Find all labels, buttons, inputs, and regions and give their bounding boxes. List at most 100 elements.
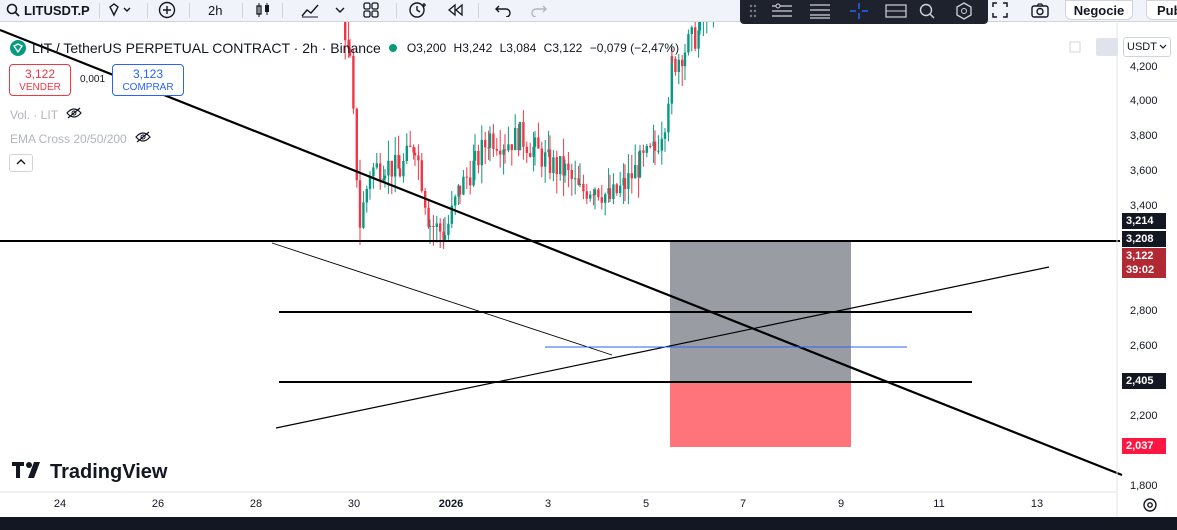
price-tick: 1,800 [1130,480,1158,492]
redo-icon[interactable] [530,0,548,20]
price-tag-high: 3,214 [1122,213,1166,229]
horizontal-lines-icon[interactable] [770,1,794,21]
camera-icon[interactable] [1030,0,1050,20]
more-options-icon[interactable] [1068,40,1082,54]
top-toolbar: LITUSDT.P 2h [0,0,1177,24]
candle-body [652,141,655,147]
currency-selector[interactable]: USDT [1123,37,1171,57]
time-tick: 30 [347,498,361,510]
candle-body [585,191,588,199]
publish-button-label: Pub [1157,2,1177,18]
fullscreen-icon[interactable] [991,0,1009,20]
candle-body [619,185,622,194]
candle-body [487,147,490,149]
diamond-icon[interactable] [107,0,135,20]
candle-body [348,48,352,56]
trade-button-label: Negocie [1073,2,1125,18]
drawing-tools-bar [740,0,988,24]
candle-body [510,144,513,151]
candles-icon[interactable] [255,0,271,20]
chevron-down-icon[interactable] [334,0,346,20]
wedge-upper-line[interactable] [271,242,613,356]
candles [187,0,718,249]
layout-grid-icon[interactable] [362,0,380,20]
candle-body [697,30,700,49]
chevron-down-icon [1159,41,1167,53]
add-symbol-icon[interactable] [158,0,176,20]
symbol-title[interactable]: LIT / TetherUS PERPETUAL CONTRACT · 2h ·… [32,40,381,56]
candle-body [597,189,600,198]
eye-hidden-icon[interactable] [66,107,82,122]
indicators-icon[interactable] [300,0,320,20]
price-tick: 3,400 [1130,200,1158,212]
price-tick: 2,800 [1130,305,1158,317]
sell-button[interactable]: 3,122 VENDER [9,64,71,96]
eye-hidden-icon[interactable] [134,131,151,146]
candle-body [428,225,432,227]
zoom-icon[interactable] [918,1,936,21]
ema-indicator[interactable]: EMA Cross 20/50/200 [10,131,151,146]
candle-body [469,177,472,186]
volume-indicator[interactable]: Vol. · LIT [10,107,82,122]
collapse-legend-button[interactable] [9,154,33,172]
candle-body [525,146,528,154]
price-tag-last: 3,122 [1122,248,1166,264]
candle-body [667,103,670,133]
downtrend-line[interactable] [0,28,1123,477]
tradingview-logo[interactable]: TradingView [12,460,167,484]
candle-body [627,173,630,190]
candle-body [555,157,558,175]
fib-levels-icon[interactable] [808,1,832,21]
trade-button[interactable]: Negocie [1065,0,1133,20]
alert-icon[interactable] [408,0,428,20]
candle-body [358,180,362,228]
symbol-search[interactable]: LITUSDT.P [6,0,90,20]
dots-icon[interactable] [748,1,758,21]
candle-body [540,148,543,167]
time-tick: 7 [739,498,747,510]
candle-body [622,178,625,186]
chart-legend: LIT / TetherUS PERPETUAL CONTRACT · 2h ·… [10,40,679,56]
buy-button[interactable]: 3,123 COMPRAR [112,64,184,96]
candle-body [390,160,393,177]
spread-value: 0,001 [80,74,106,85]
candle-body [681,59,684,67]
buy-label: COMPRAR [122,82,174,93]
candle-body [690,27,693,35]
interval-button[interactable]: 2h [208,0,222,20]
publish-button[interactable]: Pub [1146,0,1177,20]
hexagon-icon[interactable] [954,1,974,21]
candle-body [642,150,645,153]
candle-body [522,122,525,147]
symbol-logo-icon [10,40,26,56]
candle-body [507,144,510,151]
time-tick: 26 [151,498,165,510]
candle-body [488,133,492,148]
candle-body [387,160,390,176]
candle-body [502,149,505,155]
currency-label: USDT [1127,41,1157,53]
candle-body [477,150,480,166]
candle-body [683,52,687,67]
settings-gear-icon[interactable] [1143,498,1157,512]
candle-body [608,188,612,199]
sell-price: 3,122 [24,67,56,81]
candle-body [563,163,567,176]
position-loss-zone[interactable] [670,382,851,447]
pattern-tool-icon[interactable] [884,1,908,21]
replay-icon[interactable] [446,0,464,20]
candle-body [532,146,535,157]
candle-body [492,133,495,150]
candle-body [607,188,610,195]
price-tick: 4,200 [1130,61,1158,73]
candle-body [630,173,633,179]
undo-icon[interactable] [494,0,512,20]
candle-body [574,178,577,180]
candle-body [612,184,615,199]
crosshair-icon[interactable] [848,1,870,21]
auto-scale-icon[interactable] [1096,38,1118,56]
candle-body [443,235,447,240]
candle-body [480,139,483,166]
candle-body [552,157,555,174]
